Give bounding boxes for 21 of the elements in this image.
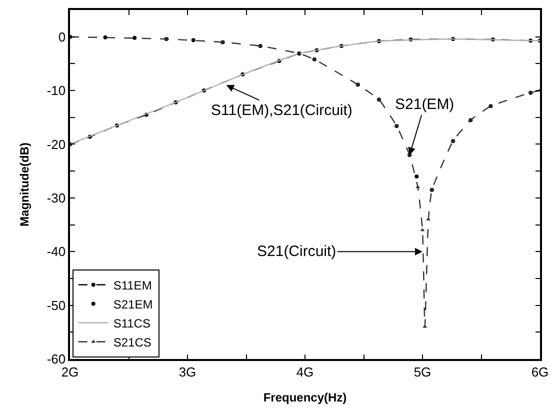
- y-tick-label: -20: [46, 136, 66, 152]
- y-tick-label: -60: [46, 352, 66, 367]
- legend-label: S11EM: [113, 278, 152, 292]
- annotation: S21(Circuit): [257, 243, 336, 260]
- x-tick-label: 3G: [178, 364, 196, 380]
- x-tick-label: 5G: [414, 364, 432, 380]
- y-tick-label: -30: [46, 190, 66, 206]
- x-tick-label: 2G: [61, 364, 79, 380]
- x-axis-title: Frequency(Hz): [263, 390, 347, 405]
- y-tick-label: -50: [46, 298, 66, 313]
- annotation: S21(EM): [395, 96, 454, 113]
- legend-label: S11CS: [113, 316, 150, 330]
- legend-label: S21CS: [113, 335, 152, 350]
- y-tick-label: -40: [46, 244, 66, 260]
- y-axis-title: Magnitude(dB): [18, 142, 32, 226]
- x-tick-label: 4G: [296, 364, 314, 380]
- y-tick-label: 0: [58, 29, 66, 44]
- annotation: S11(EM),S21(Circuit): [211, 102, 352, 119]
- y-tick-label: -10: [46, 83, 66, 98]
- x-tick-label: 6G: [531, 364, 549, 380]
- legend-label: S21EM: [113, 297, 153, 312]
